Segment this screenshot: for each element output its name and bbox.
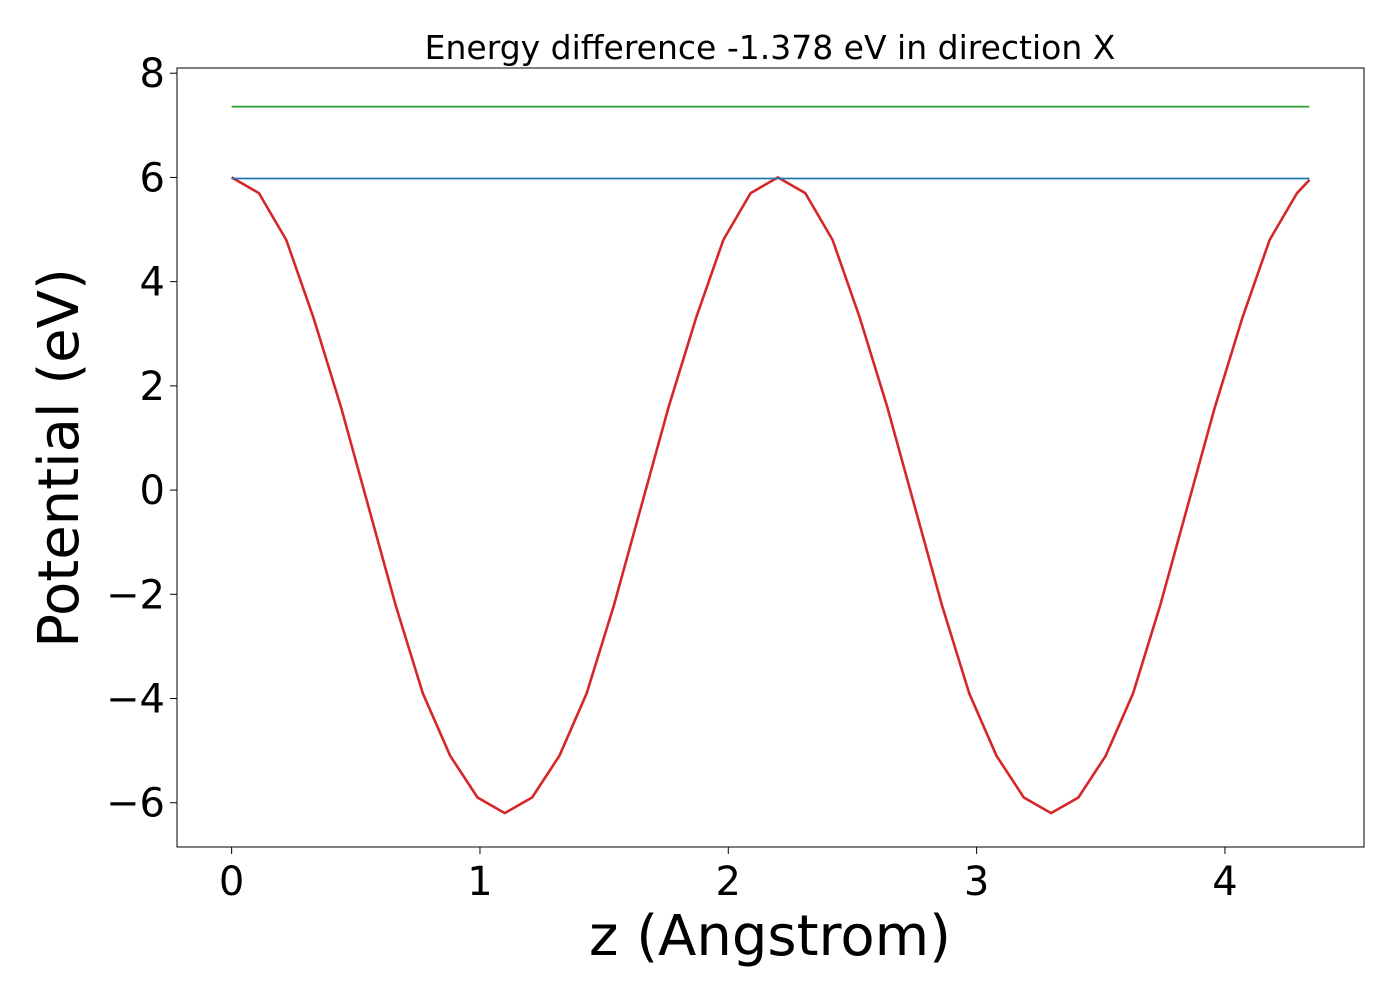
y-tick-label: 6 <box>140 155 165 201</box>
x-tick-label: 0 <box>219 859 244 905</box>
chart-title: Energy difference -1.378 eV in direction… <box>425 28 1116 67</box>
y-tick-label: −2 <box>106 572 165 618</box>
y-tick-label: 4 <box>140 260 165 306</box>
plot-series <box>230 105 1311 815</box>
x-tick-label: 3 <box>964 859 989 905</box>
x-axis-label: z (Angstrom) <box>589 904 951 969</box>
x-tick-label: 4 <box>1212 859 1237 905</box>
plot-frame <box>176 67 1365 848</box>
x-axis-ticks: 0 1 2 3 4 <box>219 847 1238 905</box>
y-tick-label: 8 <box>140 51 165 97</box>
y-tick-label: −4 <box>106 676 165 722</box>
y-axis-label: Potential (eV) <box>27 268 92 648</box>
y-tick-label: −6 <box>106 781 165 827</box>
x-tick-label: 2 <box>716 859 741 905</box>
y-tick-label: 0 <box>140 468 165 514</box>
series-line-0 <box>230 176 1311 815</box>
y-tick-label: 2 <box>140 364 165 410</box>
y-axis-ticks: −6 −4 −2 0 2 4 6 8 <box>106 51 177 827</box>
x-tick-label: 1 <box>467 859 492 905</box>
